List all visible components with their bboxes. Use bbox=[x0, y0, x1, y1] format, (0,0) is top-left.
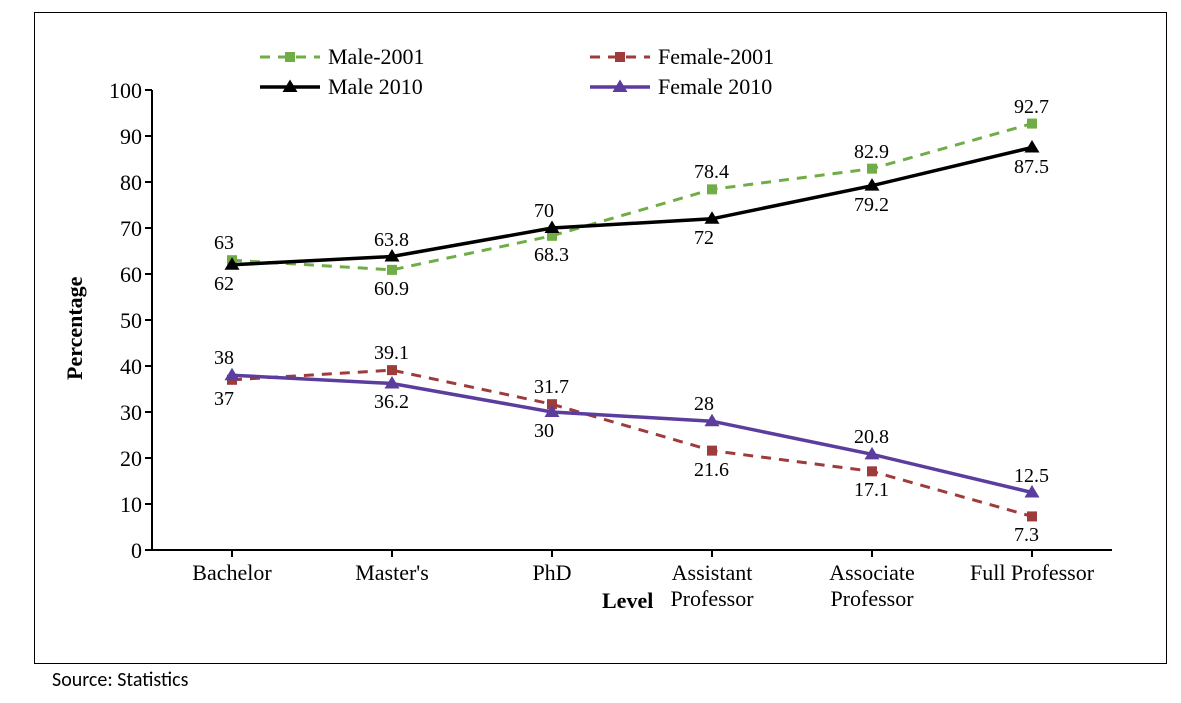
legend-item: Male-2001 bbox=[260, 44, 590, 70]
legend-swatch bbox=[260, 47, 320, 67]
y-tick-label: 50 bbox=[120, 308, 142, 334]
data-point-label: 21.6 bbox=[694, 459, 729, 482]
data-point-label: 31.7 bbox=[534, 376, 569, 399]
y-tick-label: 0 bbox=[131, 538, 142, 564]
data-point-label: 79.2 bbox=[854, 194, 889, 217]
y-tick-label: 80 bbox=[120, 170, 142, 196]
data-point-label: 92.7 bbox=[1014, 96, 1049, 119]
data-point-label: 36.2 bbox=[374, 391, 409, 414]
chart-plot bbox=[132, 70, 1132, 570]
y-tick-label: 30 bbox=[120, 400, 142, 426]
data-point-label: 63.8 bbox=[374, 229, 409, 252]
data-point-label: 72 bbox=[694, 227, 714, 250]
data-point-label: 63 bbox=[214, 232, 234, 255]
data-point-label: 60.9 bbox=[374, 278, 409, 301]
chart-container: Male-2001Female-2001Male 2010Female 2010… bbox=[0, 0, 1181, 703]
data-point-label: 82.9 bbox=[854, 141, 889, 164]
y-tick-label: 90 bbox=[120, 124, 142, 150]
legend-item: Female-2001 bbox=[590, 44, 920, 70]
y-tick-label: 60 bbox=[120, 262, 142, 288]
legend-label: Female-2001 bbox=[658, 44, 774, 70]
data-point-label: 39.1 bbox=[374, 342, 409, 365]
x-category-label: Associate Professor bbox=[829, 560, 915, 612]
y-tick-label: 70 bbox=[120, 216, 142, 242]
y-tick-label: 20 bbox=[120, 446, 142, 472]
data-point-label: 28 bbox=[694, 393, 714, 416]
y-tick-label: 10 bbox=[120, 492, 142, 518]
data-point-label: 12.5 bbox=[1014, 465, 1049, 488]
x-category-label: Bachelor bbox=[192, 560, 271, 586]
x-category-label: PhD bbox=[532, 560, 571, 586]
x-category-label: Full Professor bbox=[970, 560, 1094, 586]
y-tick-label: 40 bbox=[120, 354, 142, 380]
y-axis-title: Percentage bbox=[62, 277, 88, 380]
legend-label: Male-2001 bbox=[328, 44, 425, 70]
x-axis-title: Level bbox=[602, 588, 653, 614]
data-point-label: 17.1 bbox=[854, 479, 889, 502]
data-point-label: 78.4 bbox=[694, 161, 729, 184]
source-text: Source: Statistics bbox=[52, 668, 188, 692]
data-point-label: 30 bbox=[534, 420, 554, 443]
data-point-label: 37 bbox=[214, 388, 234, 411]
x-category-label: Master's bbox=[355, 560, 429, 586]
data-point-label: 62 bbox=[214, 273, 234, 296]
data-point-label: 70 bbox=[534, 200, 554, 223]
legend-swatch bbox=[590, 47, 650, 67]
data-point-label: 7.3 bbox=[1014, 524, 1039, 547]
data-point-label: 68.3 bbox=[534, 244, 569, 267]
data-point-label: 20.8 bbox=[854, 426, 889, 449]
y-tick-label: 100 bbox=[109, 78, 142, 104]
data-point-label: 38 bbox=[214, 347, 234, 370]
x-category-label: Assistant Professor bbox=[670, 560, 753, 612]
data-point-label: 87.5 bbox=[1014, 156, 1049, 179]
